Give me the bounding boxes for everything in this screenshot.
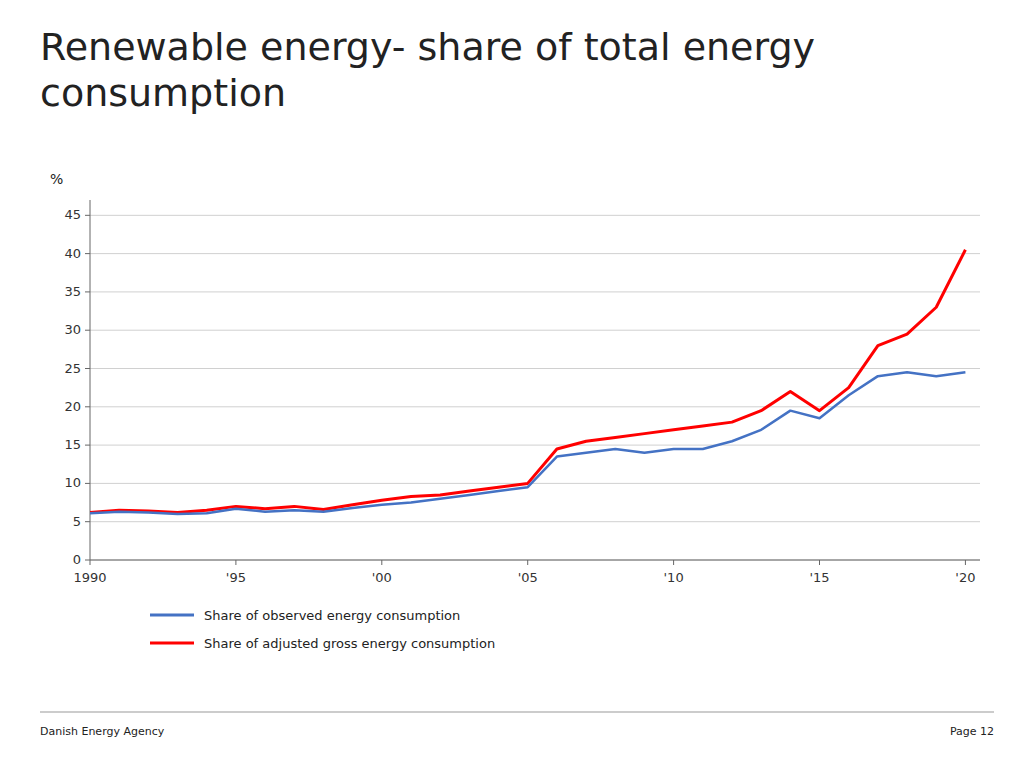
- x-tick: [673, 560, 674, 565]
- x-tick-label: '10: [664, 570, 684, 585]
- footer-left: Danish Energy Agency: [40, 725, 165, 738]
- legend: Share of observed energy consumption Shar…: [150, 608, 495, 651]
- y-tick: [85, 406, 90, 407]
- x-tick: [965, 560, 966, 565]
- y-tick: [85, 368, 90, 369]
- y-tick-label: 45: [64, 207, 81, 222]
- grid-line: [90, 445, 980, 446]
- y-tick: [85, 291, 90, 292]
- x-tick-label: '95: [226, 570, 246, 585]
- grid-line: [90, 253, 980, 254]
- y-tick-label: 25: [64, 361, 81, 376]
- x-tick-label: '20: [955, 570, 975, 585]
- y-tick-label: 5: [73, 514, 81, 529]
- series-line: [90, 250, 965, 513]
- grid-line: [90, 291, 980, 292]
- grid: [90, 215, 980, 560]
- y-tick-label: 35: [64, 284, 81, 299]
- y-tick: [85, 560, 90, 561]
- x-tick: [527, 560, 528, 565]
- grid-line: [90, 215, 980, 216]
- x-axis-line: [90, 560, 980, 561]
- x-tick: [90, 560, 91, 565]
- x-tick-label: '15: [809, 570, 829, 585]
- y-tick: [85, 215, 90, 216]
- y-tick: [85, 521, 90, 522]
- y-axis-line: [90, 200, 91, 560]
- y-tick: [85, 330, 90, 331]
- x-tick-label: '00: [372, 570, 392, 585]
- plot-area: [90, 250, 965, 514]
- grid-line: [90, 406, 980, 407]
- grid-line: [90, 521, 980, 522]
- title: Renewable energy- share of total energyc…: [40, 25, 815, 115]
- y-tick-label: 20: [64, 399, 81, 414]
- y-tick: [85, 445, 90, 446]
- footer-right: Page 12: [950, 725, 994, 738]
- y-tick-label: 15: [64, 437, 81, 452]
- title-line: Renewable energy- share of total energy: [40, 25, 815, 69]
- title-line: consumption: [40, 71, 286, 115]
- legend-swatch: [150, 614, 194, 617]
- grid-line: [90, 560, 980, 561]
- y-tick-label: 10: [64, 475, 81, 490]
- grid-line: [90, 483, 980, 484]
- y-tick-label: 30: [64, 322, 81, 337]
- grid-line: [90, 330, 980, 331]
- legend-label: Share of observed energy consumption: [204, 608, 460, 623]
- x-tick: [819, 560, 820, 565]
- footer-separator: [40, 712, 994, 713]
- x-tick-label: '05: [518, 570, 538, 585]
- chart: Renewable energy- share of total energyc…: [0, 0, 1024, 768]
- series-line: [90, 372, 965, 514]
- y-tick: [85, 483, 90, 484]
- y-tick: [85, 253, 90, 254]
- x-tick: [235, 560, 236, 565]
- legend-swatch: [150, 642, 194, 645]
- x-tick-label: 1990: [73, 570, 106, 585]
- y-axis-label: %: [50, 171, 63, 187]
- grid-line: [90, 368, 980, 369]
- y-tick-label: 0: [73, 552, 81, 567]
- y-tick-label: 40: [64, 246, 81, 261]
- x-tick: [381, 560, 382, 565]
- legend-label: Share of adjusted gross energy consumpti…: [204, 636, 495, 651]
